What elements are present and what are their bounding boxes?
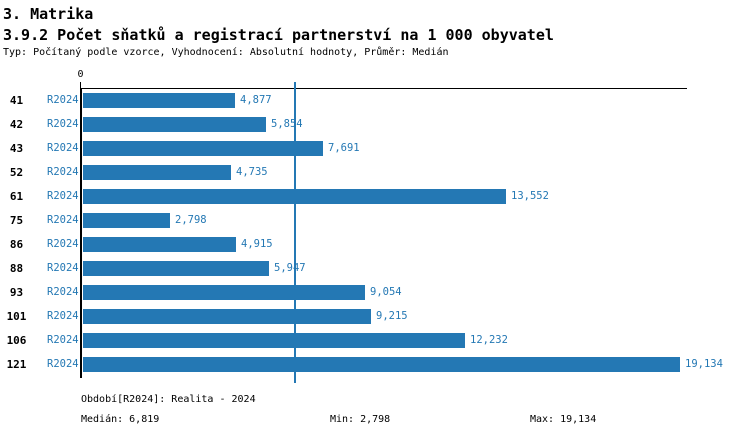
x-axis-zero-tick-label: 0 xyxy=(77,69,84,80)
chart-subtitle: Typ: Počítaný podle vzorce, Vyhodnocení:… xyxy=(3,47,449,58)
max-stat-label: Max: 19,134 xyxy=(530,414,597,425)
category-label: 42 xyxy=(9,118,24,131)
category-label: 86 xyxy=(9,238,24,251)
series-label: R2024 xyxy=(47,118,79,130)
series-label: R2024 xyxy=(47,94,79,106)
category-label: 43 xyxy=(9,142,24,155)
value-label: 5,854 xyxy=(271,118,303,130)
bar-row: 106 R2024 12,232 xyxy=(0,333,750,348)
bar xyxy=(83,237,236,252)
category-label: 52 xyxy=(9,166,24,179)
bar-row: 43 R2024 7,691 xyxy=(0,141,750,156)
value-label: 5,947 xyxy=(274,262,306,274)
bar-row: 61 R2024 13,552 xyxy=(0,189,750,204)
series-label: R2024 xyxy=(47,166,79,178)
value-label: 12,232 xyxy=(470,334,508,346)
median-reference-line xyxy=(294,82,296,383)
chart-title: 3.9.2 Počet sňatků a registrací partners… xyxy=(3,26,554,44)
series-label: R2024 xyxy=(47,214,79,226)
series-label: R2024 xyxy=(47,286,79,298)
category-label: 88 xyxy=(9,262,24,275)
category-label: 61 xyxy=(9,190,24,203)
series-label: R2024 xyxy=(47,334,79,346)
series-label: R2024 xyxy=(47,262,79,274)
bar xyxy=(83,93,235,108)
bar-row: 75 R2024 2,798 xyxy=(0,213,750,228)
series-label: R2024 xyxy=(47,310,79,322)
bar-row: 52 R2024 4,735 xyxy=(0,165,750,180)
section-title: 3. Matrika xyxy=(3,5,94,23)
value-label: 19,134 xyxy=(685,358,723,370)
series-label: R2024 xyxy=(47,142,79,154)
value-label: 4,735 xyxy=(236,166,268,178)
bar-row: 93 R2024 9,054 xyxy=(0,285,750,300)
bar xyxy=(83,309,371,324)
bar xyxy=(83,117,266,132)
value-label: 2,798 xyxy=(175,214,207,226)
category-label: 101 xyxy=(6,310,27,323)
value-label: 4,915 xyxy=(241,238,273,250)
bar-row: 41 R2024 4,877 xyxy=(0,93,750,108)
category-label: 75 xyxy=(9,214,24,227)
series-label: R2024 xyxy=(47,190,79,202)
bar xyxy=(83,285,365,300)
bar xyxy=(83,189,506,204)
y-axis-line xyxy=(80,88,82,378)
value-label: 9,054 xyxy=(370,286,402,298)
series-label: R2024 xyxy=(47,358,79,370)
value-label: 7,691 xyxy=(328,142,360,154)
bar-row: 88 R2024 5,947 xyxy=(0,261,750,276)
period-label: Období[R2024]: Realita - 2024 xyxy=(81,394,256,405)
bar-row: 42 R2024 5,854 xyxy=(0,117,750,132)
bar-row: 86 R2024 4,915 xyxy=(0,237,750,252)
bar xyxy=(83,333,465,348)
bar-row: 121 R2024 19,134 xyxy=(0,357,750,372)
x-axis-line xyxy=(80,88,687,89)
category-label: 93 xyxy=(9,286,24,299)
bar xyxy=(83,141,323,156)
category-label: 106 xyxy=(6,334,27,347)
x-axis-tick-mark xyxy=(80,82,81,88)
value-label: 13,552 xyxy=(511,190,549,202)
bar xyxy=(83,261,269,276)
bar xyxy=(83,213,170,228)
category-label: 41 xyxy=(9,94,24,107)
category-label: 121 xyxy=(6,358,27,371)
series-label: R2024 xyxy=(47,238,79,250)
value-label: 9,215 xyxy=(376,310,408,322)
bar xyxy=(83,357,680,372)
min-stat-label: Min: 2,798 xyxy=(330,414,391,425)
median-stat-label: Medián: 6,819 xyxy=(81,414,160,425)
bar xyxy=(83,165,231,180)
bar-row: 101 R2024 9,215 xyxy=(0,309,750,324)
value-label: 4,877 xyxy=(240,94,272,106)
